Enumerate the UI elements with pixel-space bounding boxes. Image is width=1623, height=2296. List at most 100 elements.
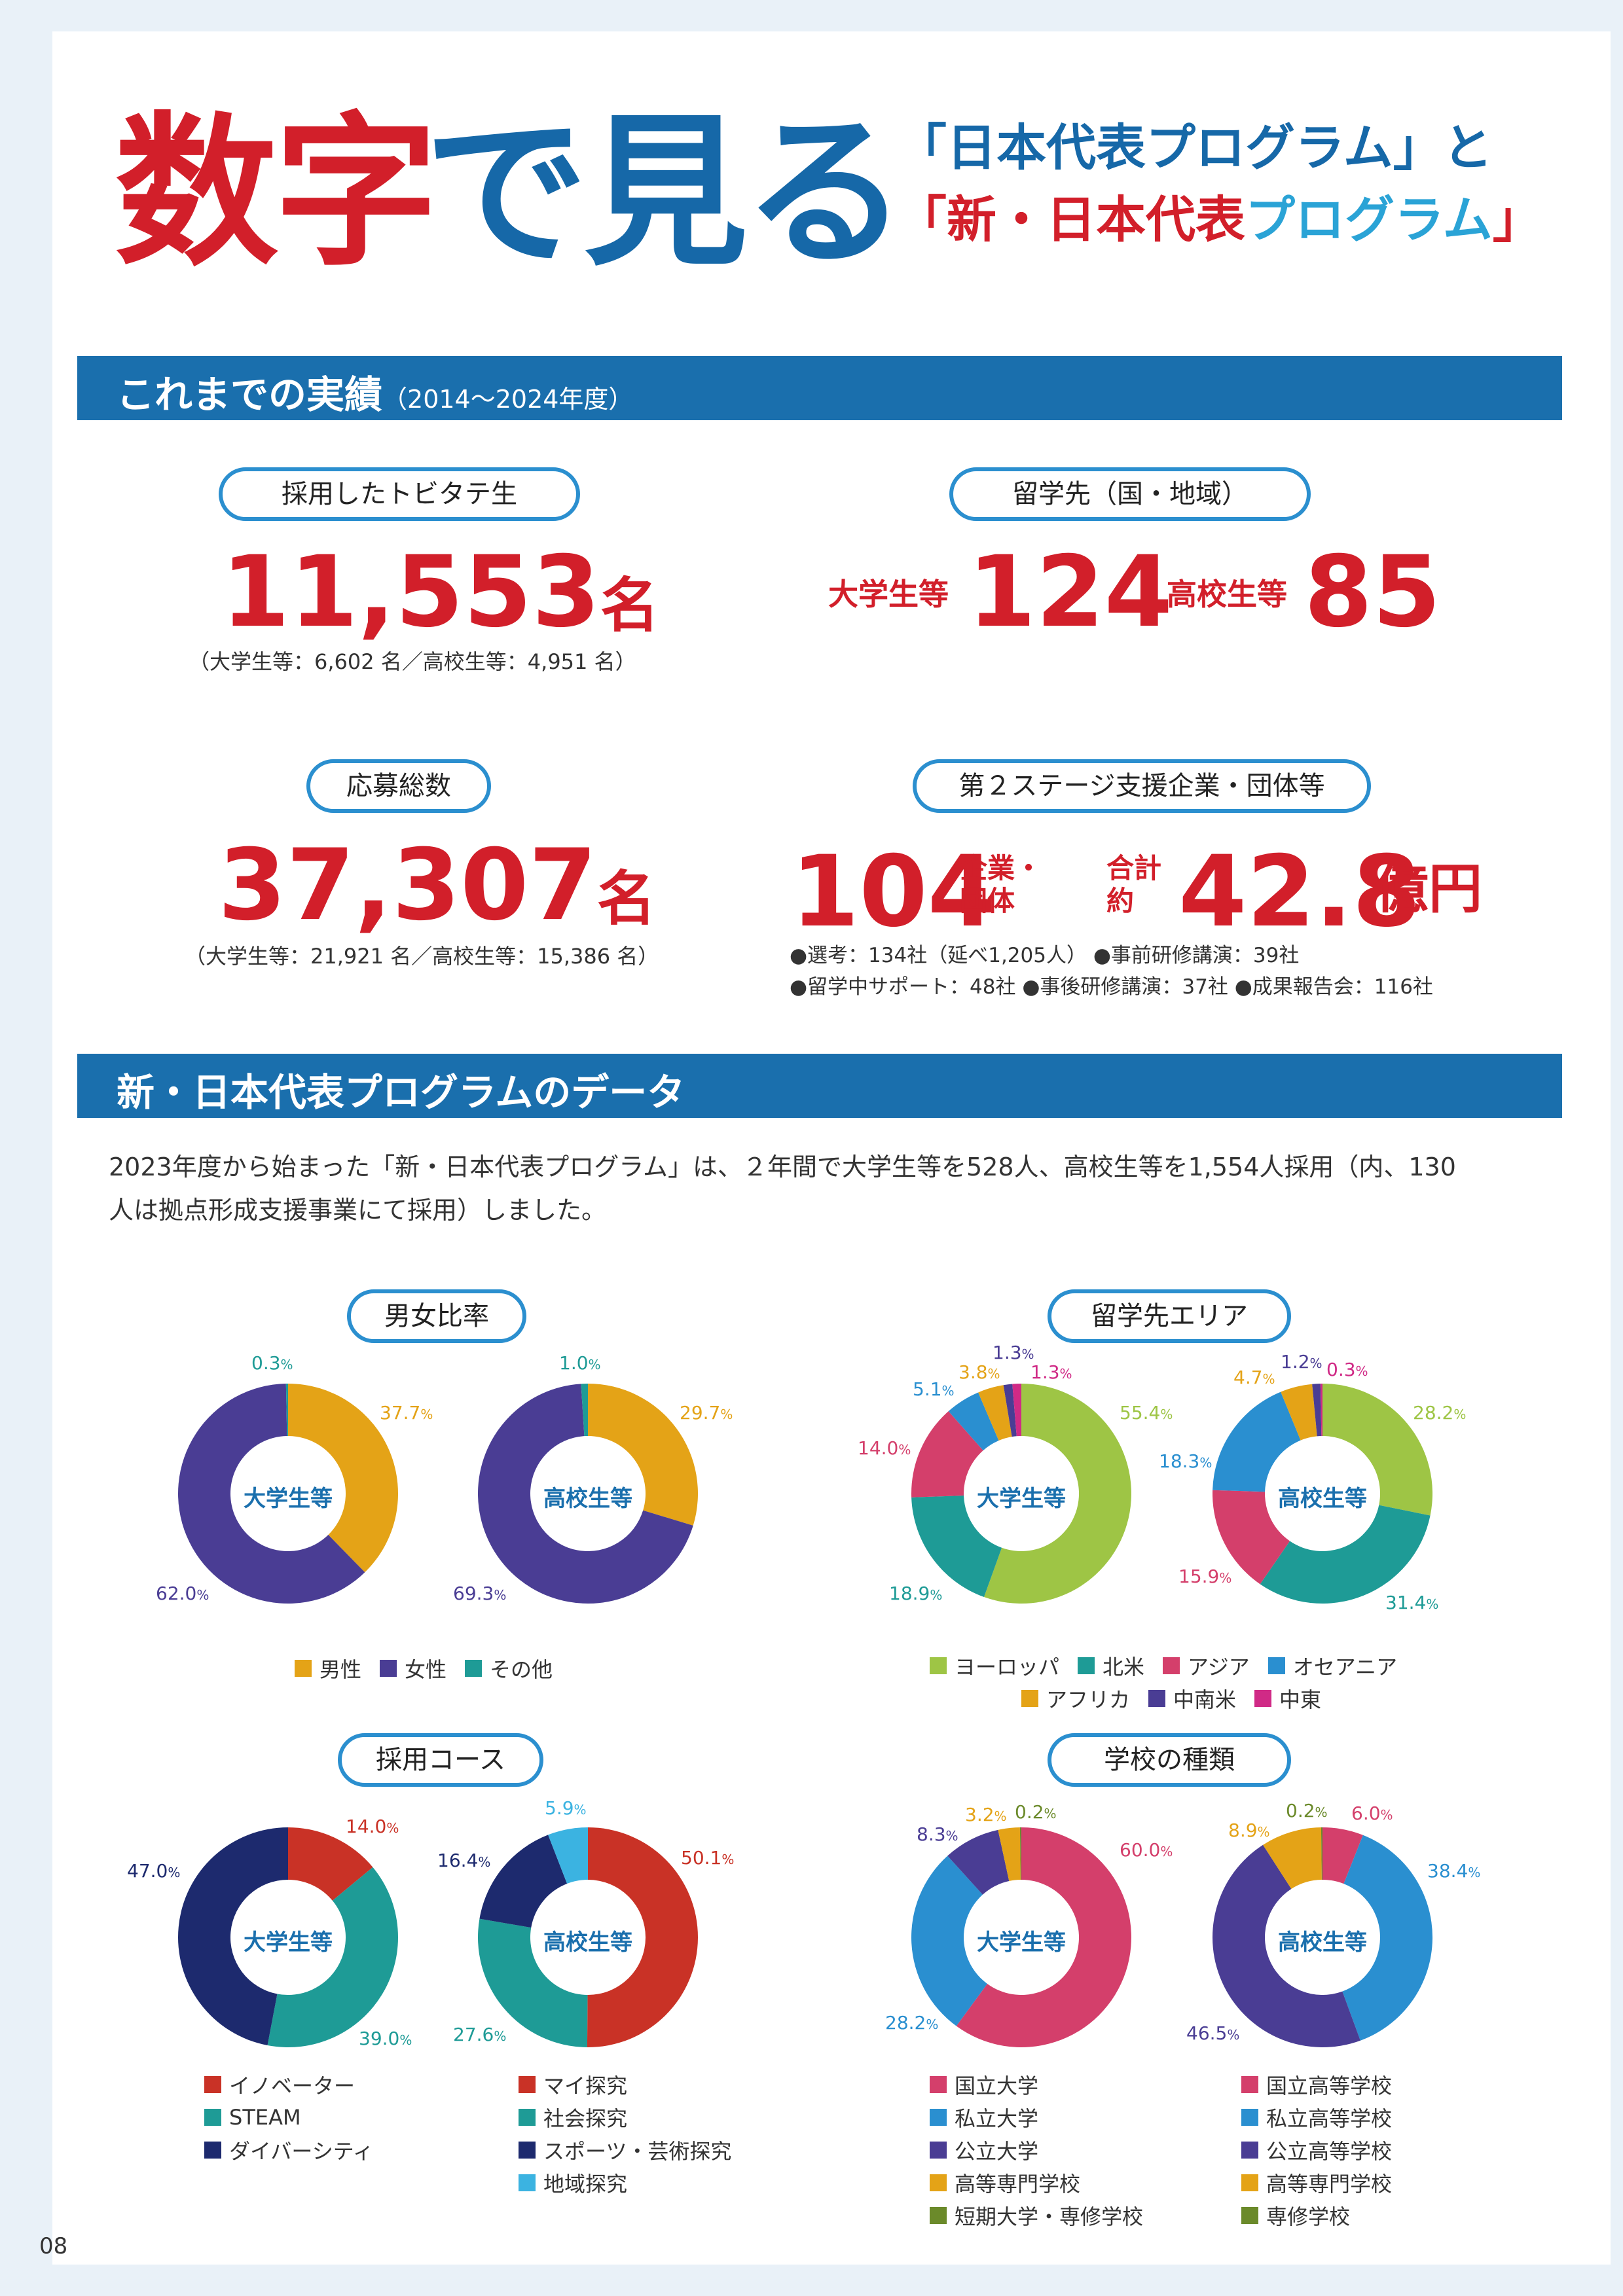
legend-label: 国立高等学校 bbox=[1266, 2073, 1393, 2098]
pct-unit: % bbox=[1315, 1804, 1328, 1820]
donut-center-label: 大学生等 bbox=[244, 1929, 333, 1956]
pct-label: 3.2% bbox=[965, 1804, 1007, 1825]
pct-value: 18.3 bbox=[1159, 1450, 1200, 1472]
donut-course-univ bbox=[177, 1827, 399, 2047]
legend-label: マイ探究 bbox=[543, 2073, 628, 2098]
pill-course: 採用コース bbox=[338, 1733, 543, 1787]
legend-swatch bbox=[380, 1660, 397, 1677]
pct-value: 16.4 bbox=[437, 1850, 479, 1871]
pct-unit: % bbox=[930, 1587, 943, 1603]
legend-item: 短期大学・専修学校 bbox=[930, 2200, 1143, 2231]
pct-label: 31.4% bbox=[1385, 1592, 1438, 1613]
pct-unit: % bbox=[945, 1828, 958, 1844]
pct-label: 14.0% bbox=[858, 1437, 911, 1459]
donut-center-label: 大学生等 bbox=[977, 1486, 1066, 1512]
pct-label: 16.4% bbox=[437, 1850, 490, 1871]
legend-swatch bbox=[930, 2109, 947, 2126]
donut-center-label: 高校生等 bbox=[543, 1486, 632, 1512]
dest-univ-label: 大学生等 bbox=[828, 577, 949, 612]
legend-item: 私立高等学校 bbox=[1241, 2102, 1392, 2132]
pct-label: 5.1% bbox=[913, 1378, 955, 1400]
pct-label: 39.0% bbox=[359, 2028, 412, 2049]
pct-label: 0.2% bbox=[1015, 1801, 1057, 1823]
donut-slice-アフリカ bbox=[1281, 1384, 1317, 1441]
pct-value: 5.9 bbox=[545, 1797, 574, 1819]
section-title: これまでの実績（2014～2024年度） bbox=[117, 364, 633, 419]
pct-value: 47.0 bbox=[127, 1860, 168, 1882]
donut-slice-高等専門学校 bbox=[998, 1827, 1021, 1882]
pct-unit: % bbox=[280, 1357, 293, 1372]
legend-label: スポーツ・芸術探究 bbox=[543, 2139, 732, 2164]
legend-label: アジア bbox=[1188, 1655, 1250, 1679]
legend-item: 女性 bbox=[380, 1653, 447, 1683]
donut-school-univ bbox=[911, 1827, 1131, 2047]
legend-item: マイ探究 bbox=[519, 2070, 627, 2100]
pct-unit: % bbox=[721, 1852, 735, 1867]
pct-unit: % bbox=[1380, 1807, 1393, 1823]
legend-label: 公立大学 bbox=[955, 2139, 1039, 2164]
pct-value: 3.8 bbox=[958, 1361, 988, 1383]
legend-area-row2: アフリカ 中南米 中東 bbox=[1021, 1682, 1340, 1715]
hero-subtitle-line1: 「日本代表プログラム」と bbox=[897, 118, 1493, 177]
donut-slice-スポーツ・芸術探究 bbox=[479, 1835, 568, 1928]
legend-label: 短期大学・専修学校 bbox=[955, 2204, 1144, 2229]
donut-area-univ bbox=[911, 1384, 1131, 1604]
hero-subtitle-line2: 「新・日本代表プログラム」 bbox=[897, 195, 1542, 245]
donut-slice-その他 bbox=[285, 1384, 288, 1437]
legend-swatch bbox=[930, 2142, 947, 2159]
legend-item: 中東 bbox=[1254, 1683, 1321, 1713]
donut-slice-社会探究 bbox=[478, 1918, 588, 2047]
pill-study-area: 留学先エリア bbox=[1048, 1289, 1291, 1343]
pct-label: 38.4% bbox=[1427, 1860, 1480, 1882]
donut-slice-アジア bbox=[1213, 1490, 1290, 1585]
supporters-detail-1: ●選考：134社（延べ1,205人） ●事前研修講演：39社 bbox=[790, 944, 1300, 967]
legend-swatch bbox=[204, 2142, 221, 2159]
legend-swatch bbox=[1254, 1690, 1272, 1707]
pct-unit: % bbox=[1044, 1806, 1057, 1821]
legend-swatch bbox=[1078, 1657, 1095, 1674]
pct-value: 50.1 bbox=[681, 1847, 722, 1869]
donut-slice-女性 bbox=[478, 1384, 693, 1604]
legend-course-hs: マイ探究 社会探究 スポーツ・芸術探究 地域探究 bbox=[519, 2068, 750, 2199]
donut-slice-中東 bbox=[1012, 1384, 1021, 1437]
pct-label: 28.2% bbox=[885, 2012, 938, 2034]
pill-school-type: 学校の種類 bbox=[1048, 1733, 1291, 1787]
pct-unit: % bbox=[1160, 1407, 1173, 1422]
legend-label: 中南米 bbox=[1173, 1687, 1237, 1712]
legend-swatch bbox=[519, 2076, 536, 2093]
legend-item: 北米 bbox=[1078, 1651, 1144, 1681]
applicants-number: 37,307名 bbox=[218, 836, 656, 935]
pct-label: 3.8% bbox=[958, 1361, 1000, 1383]
pct-unit: % bbox=[494, 2028, 507, 2044]
page-number: 08 bbox=[39, 2233, 68, 2259]
donut-slice-短期大学・専修学校 bbox=[1019, 1827, 1021, 1880]
legend-item: 専修学校 bbox=[1241, 2200, 1350, 2231]
hero-subtitle-program: プログラム bbox=[1245, 190, 1493, 249]
donut-center-label: 大学生等 bbox=[977, 1929, 1066, 1956]
pct-unit: % bbox=[1309, 1355, 1322, 1371]
pct-value: 69.3 bbox=[453, 1583, 494, 1604]
supporters-number: 104 bbox=[791, 835, 996, 949]
pct-label: 47.0% bbox=[127, 1860, 180, 1882]
legend-swatch bbox=[295, 1660, 312, 1677]
pct-label: 8.3% bbox=[917, 1823, 958, 1845]
donut-slice-ヨーロッパ bbox=[1322, 1384, 1432, 1516]
pct-label: 5.9% bbox=[545, 1797, 587, 1819]
hero-title-red: 数字 bbox=[115, 98, 438, 288]
section-banner-achievements: これまでの実績（2014～2024年度） bbox=[77, 356, 1562, 420]
pct-label: 60.0% bbox=[1120, 1839, 1173, 1861]
legend-item: スポーツ・芸術探究 bbox=[519, 2135, 731, 2165]
donut-slice-北米 bbox=[1260, 1505, 1431, 1604]
legend-label: 女性 bbox=[405, 1657, 447, 1682]
donut-slice-中東 bbox=[1320, 1384, 1322, 1437]
pct-unit: % bbox=[1199, 1455, 1213, 1471]
donut-slice-オセアニア bbox=[1213, 1391, 1301, 1492]
donut-slice-私立大学 bbox=[911, 1856, 988, 2026]
donut-slice-男性 bbox=[588, 1384, 698, 1526]
donut-school-hs bbox=[1213, 1827, 1432, 2047]
pct-unit: % bbox=[898, 1442, 911, 1458]
dest-univ-value: 124 bbox=[968, 535, 1173, 649]
pct-value: 46.5 bbox=[1186, 2022, 1228, 2044]
legend-label: その他 bbox=[490, 1657, 553, 1682]
pct-value: 39.0 bbox=[359, 2028, 400, 2049]
